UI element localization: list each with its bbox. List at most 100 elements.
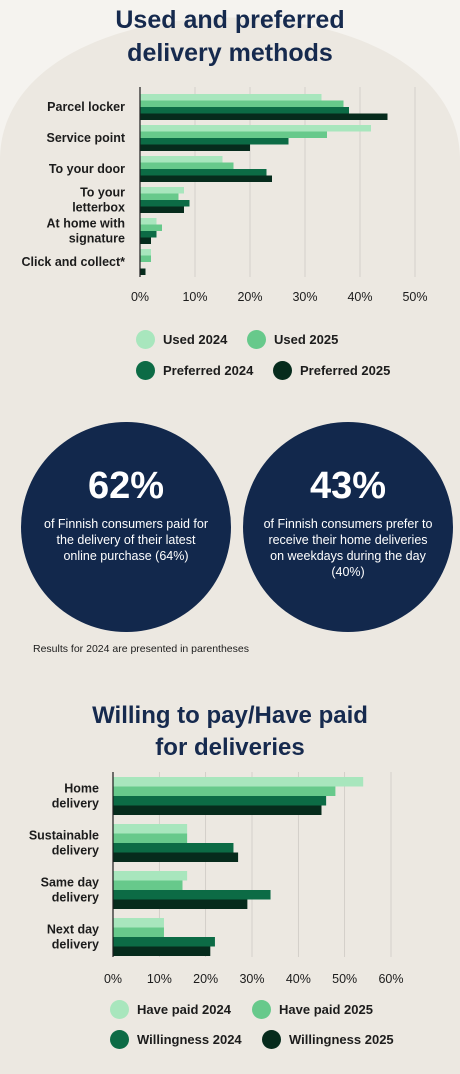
- bar: [140, 218, 157, 225]
- category-label: Parcel locker: [47, 100, 125, 114]
- chart2-title: Willing to pay/Have paid for deliveries: [92, 702, 368, 761]
- bar: [140, 125, 371, 132]
- x-tick-label: 30%: [239, 972, 264, 986]
- x-tick-label: 40%: [286, 972, 311, 986]
- stat-value: 62%: [87, 465, 165, 507]
- legend-item-used-2024: Used 2024: [136, 330, 227, 349]
- category-label: signature: [69, 232, 125, 246]
- bar: [113, 871, 188, 881]
- x-tick-label: 0%: [104, 972, 122, 986]
- category-label: Next day: [47, 923, 99, 937]
- x-tick-label: 0%: [131, 290, 149, 304]
- x-tick-label: 50%: [402, 290, 427, 304]
- bar: [140, 175, 272, 182]
- legend-item-willingness-2024: Willingness 2024: [110, 1030, 242, 1049]
- stat-text: of Finnish consumers prefer to receive t…: [263, 517, 433, 579]
- bar: [140, 113, 388, 120]
- bar: [113, 946, 211, 956]
- legend-item-have-paid-2024: Have paid 2024: [110, 1000, 231, 1019]
- category-label: delivery: [52, 891, 99, 905]
- category-label: Click and collect*: [21, 255, 125, 269]
- legend-swatch: [252, 1000, 271, 1019]
- stat-text: of Finnish consumers paid for the delive…: [44, 517, 208, 563]
- category-label: delivery: [52, 938, 99, 952]
- legend-label: Willingness 2025: [289, 1032, 394, 1047]
- legend-item-used-2025: Used 2025: [247, 330, 338, 349]
- bar: [113, 937, 215, 947]
- category-label: letterbox: [72, 201, 125, 215]
- chart-delivery-methods: 0% 10% 20% 30% 40% 50% Parcel locker Service po…: [21, 87, 428, 304]
- bar: [113, 833, 188, 843]
- bar: [140, 169, 267, 176]
- stat-circle-paid-delivery: 62% of Finnish consumers paid for the de…: [21, 422, 231, 632]
- x-tick-label: 30%: [292, 290, 317, 304]
- bar: [113, 880, 183, 890]
- bar: [113, 786, 336, 796]
- bar: [140, 231, 157, 238]
- bar: [140, 107, 349, 114]
- category-label: Service point: [47, 131, 126, 145]
- chart-willing-to-pay: 0% 10% 20% 30% 40% 50% 60%HomedeliverySustaina…: [29, 772, 404, 986]
- legend-swatch: [136, 330, 155, 349]
- category-label: To your: [80, 186, 125, 200]
- bar: [140, 131, 327, 138]
- legend-label: Used 2025: [274, 332, 339, 347]
- stat-circle-weekday-delivery: 43% of Finnish consumers prefer to recei…: [243, 422, 453, 632]
- bar: [113, 890, 271, 900]
- bar: [140, 138, 289, 145]
- bar: [140, 193, 179, 200]
- x-tick-label: 60%: [378, 972, 403, 986]
- stat-value: 43%: [309, 465, 387, 507]
- chart1-title: Used and preferred delivery methods: [115, 6, 345, 67]
- bar: [113, 927, 164, 937]
- legend-swatch: [110, 1000, 129, 1019]
- category-label: At home with: [47, 217, 125, 231]
- bar: [140, 144, 250, 151]
- bar: [140, 206, 184, 213]
- legend-swatch: [247, 330, 266, 349]
- category-label: To your door: [49, 162, 125, 176]
- bar: [113, 824, 188, 834]
- footnote: Results for 2024 are presented in parent…: [33, 643, 249, 655]
- bar: [140, 94, 322, 101]
- bar: [140, 100, 344, 107]
- legend-label: Willingness 2024: [137, 1032, 242, 1047]
- bar: [140, 224, 162, 231]
- bar: [140, 156, 223, 163]
- bar: [113, 852, 239, 862]
- legend-swatch: [273, 361, 292, 380]
- bar: [113, 899, 248, 909]
- bar: [140, 268, 146, 275]
- legend-delivery-methods: Used 2024 Used 2025 Preferred 2024 Prefe…: [0, 328, 460, 388]
- legend-swatch: [262, 1030, 281, 1049]
- legend-label: Preferred 2024: [163, 363, 254, 378]
- category-label: delivery: [52, 844, 99, 858]
- bar: [113, 843, 234, 853]
- x-tick-label: 20%: [193, 972, 218, 986]
- legend-label: Preferred 2025: [300, 363, 391, 378]
- bar: [113, 805, 322, 815]
- legend-item-preferred-2024: Preferred 2024: [136, 361, 253, 380]
- category-label: Home: [64, 782, 99, 796]
- bar: [140, 237, 151, 244]
- x-tick-label: 20%: [237, 290, 262, 304]
- bar: [140, 255, 151, 262]
- bar: [140, 249, 151, 256]
- legend-label: Have paid 2024: [137, 1002, 231, 1017]
- x-tick-label: 10%: [182, 290, 207, 304]
- bar: [140, 162, 234, 169]
- legend-willing-to-pay: Have paid 2024 Have paid 2025 Willingnes…: [0, 998, 460, 1058]
- x-tick-label: 50%: [332, 972, 357, 986]
- x-tick-label: 10%: [147, 972, 172, 986]
- legend-item-preferred-2025: Preferred 2025: [273, 361, 390, 380]
- legend-swatch: [136, 361, 155, 380]
- legend-item-willingness-2025: Willingness 2025: [262, 1030, 394, 1049]
- bar: [113, 796, 327, 806]
- legend-item-have-paid-2025: Have paid 2025: [252, 1000, 373, 1019]
- category-label: Sustainable: [29, 829, 99, 843]
- bar: [113, 777, 364, 787]
- legend-swatch: [110, 1030, 129, 1049]
- legend-label: Used 2024: [163, 332, 228, 347]
- legend-label: Have paid 2025: [279, 1002, 373, 1017]
- x-tick-label: 40%: [347, 290, 372, 304]
